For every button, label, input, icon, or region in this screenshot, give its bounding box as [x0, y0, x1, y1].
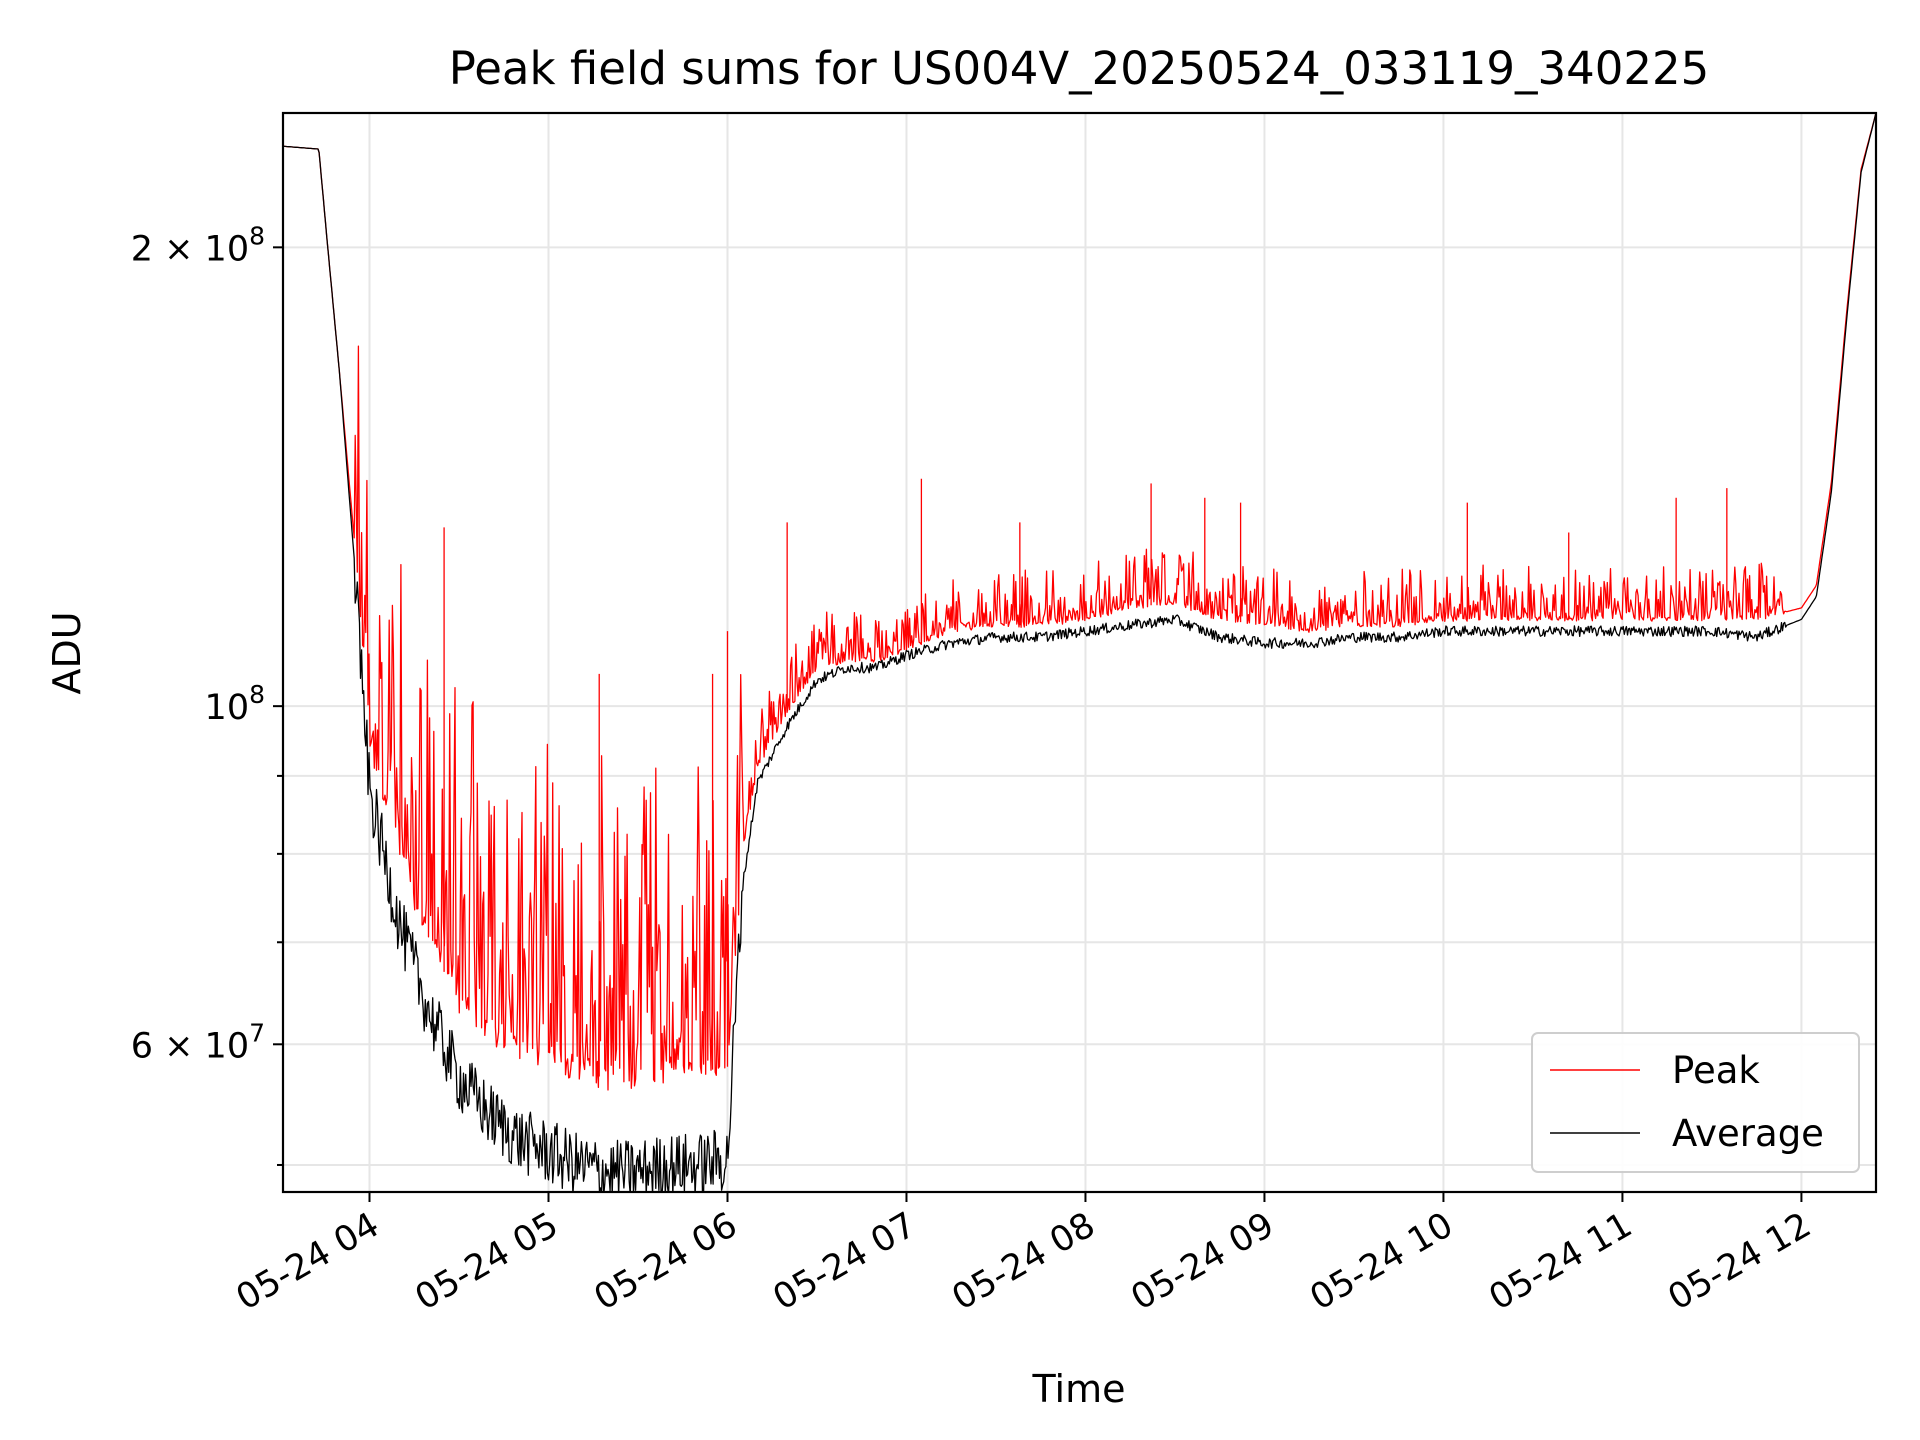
y-axis: 6 × 107 108 2 × 108 — [131, 221, 283, 1166]
series-layer — [283, 113, 1876, 1192]
y-tick-label: 6 × 107 — [131, 1018, 265, 1066]
legend-label-peak: Peak — [1672, 1049, 1760, 1092]
y-axis-label: ADU — [45, 611, 89, 694]
chart-title: Peak field sums for US004V_20250524_0331… — [449, 42, 1710, 95]
series-line-peak — [283, 113, 1876, 1091]
legend-label-average: Average — [1672, 1112, 1824, 1155]
y-tick-label: 108 — [205, 680, 265, 728]
y-tick-label: 2 × 108 — [131, 221, 265, 269]
series-line-average — [283, 113, 1876, 1192]
plot-frame — [281, 111, 1878, 1194]
grid — [283, 113, 1876, 1192]
x-axis-label: Time — [1032, 1367, 1126, 1411]
legend: Peak Average — [1531, 1032, 1860, 1173]
legend-box — [1531, 1032, 1860, 1173]
